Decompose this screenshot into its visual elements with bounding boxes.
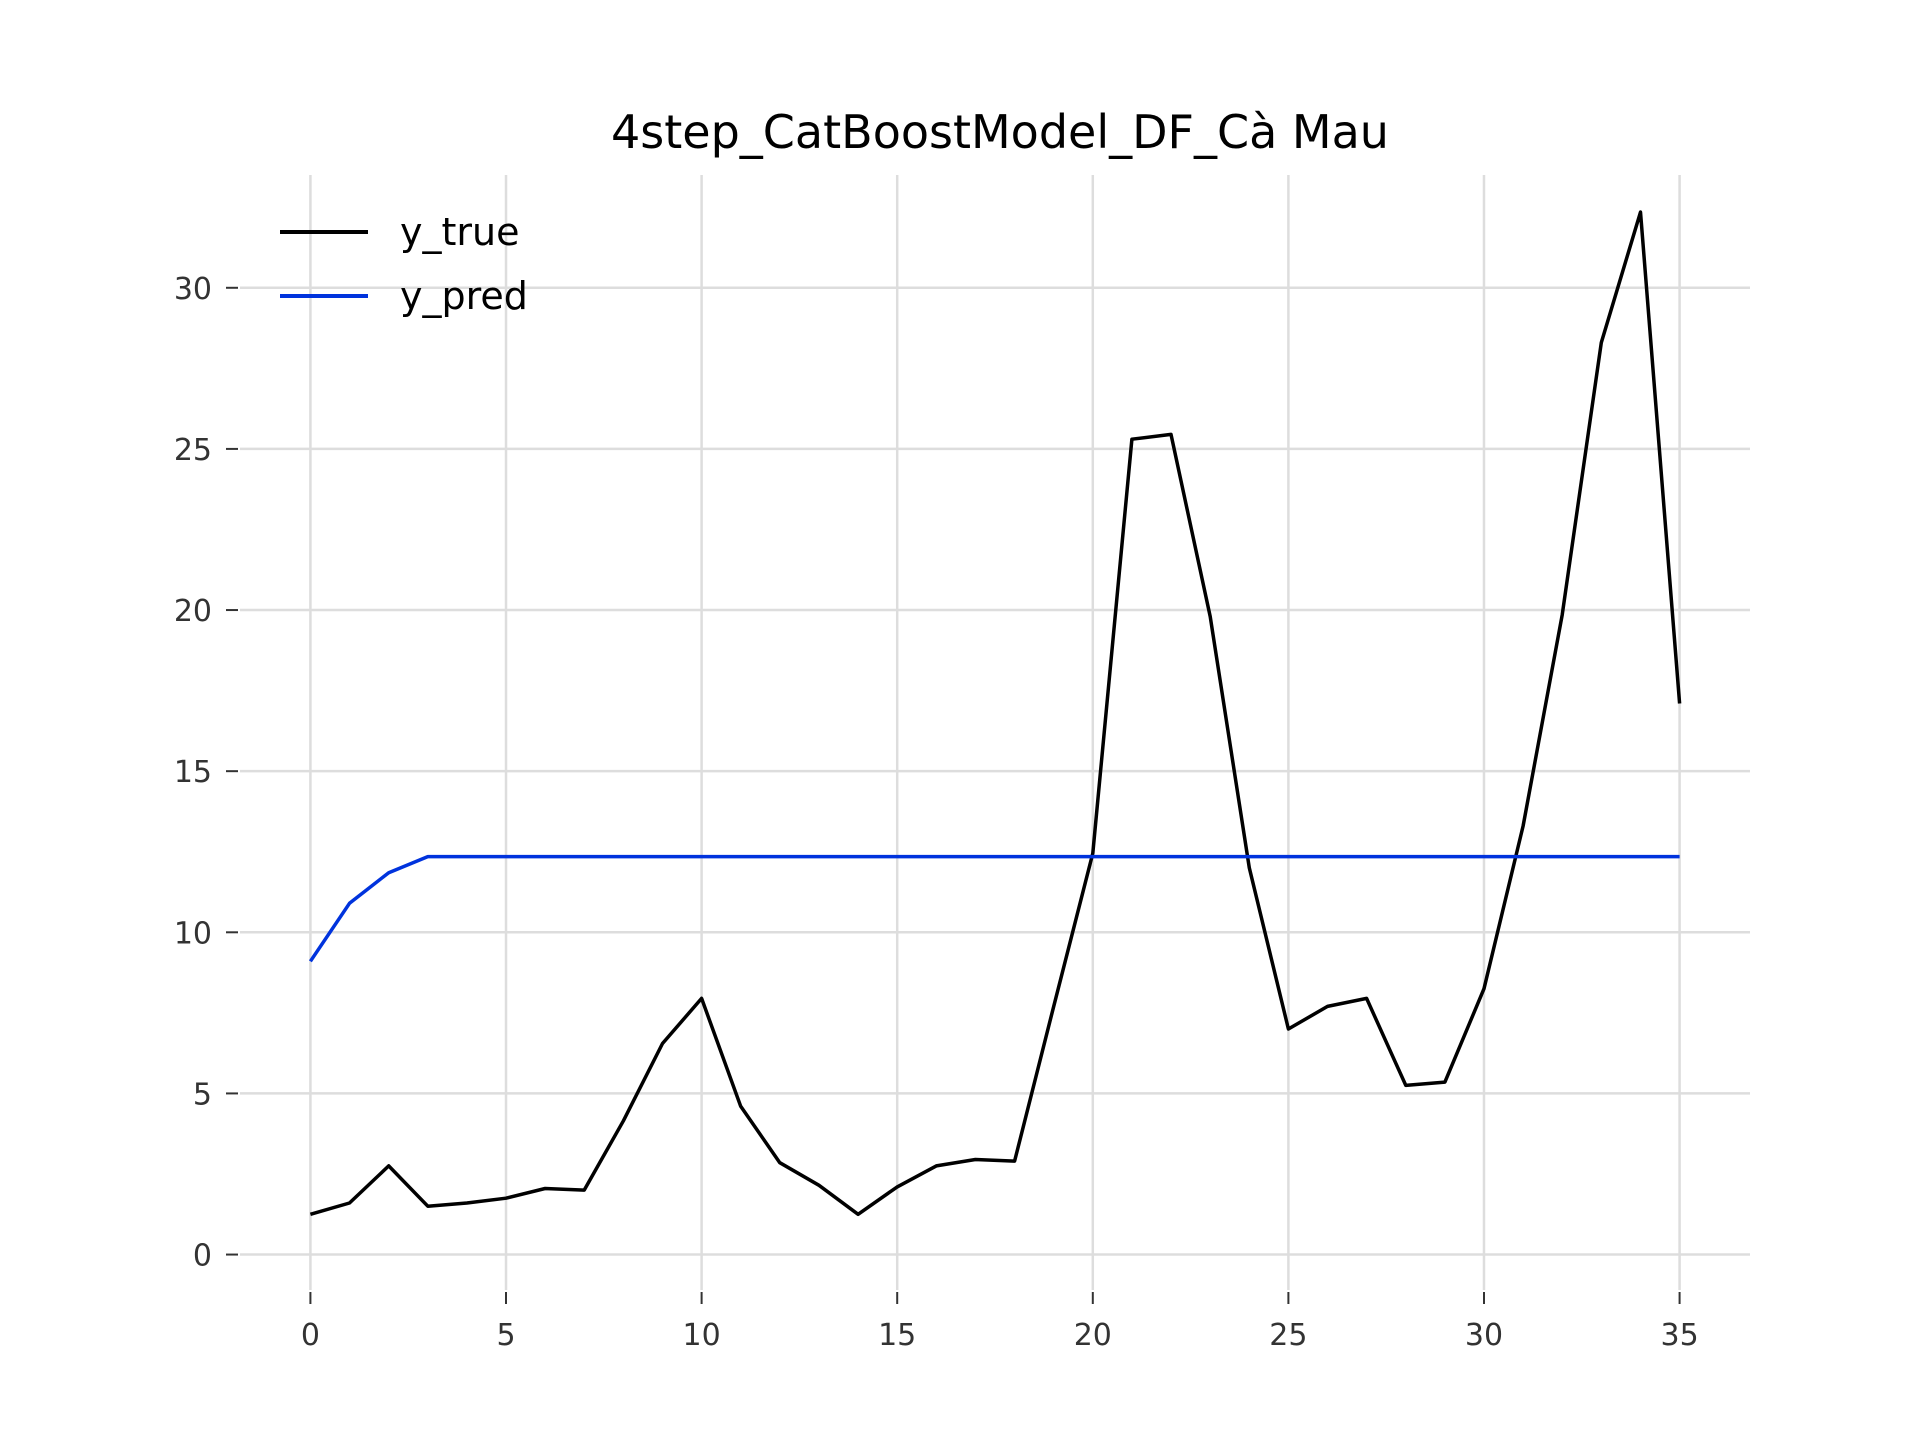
y-tick-label: 15 — [174, 755, 212, 790]
x-tick-label: 30 — [1465, 1318, 1503, 1353]
y-tick-label: 20 — [174, 594, 212, 629]
y-tick-label: 25 — [174, 433, 212, 468]
x-tick-label: 5 — [496, 1318, 515, 1353]
legend-label-y-true: y_true — [400, 210, 519, 254]
x-tick-label: 35 — [1660, 1318, 1698, 1353]
legend-label-y-pred: y_pred — [400, 274, 528, 318]
series-line-y-true — [309, 210, 1682, 1217]
x-tick-label: 25 — [1269, 1318, 1307, 1353]
x-tick-label: 10 — [683, 1318, 721, 1353]
y-axis-ticks: 0 5 10 15 20 25 30 — [174, 272, 238, 1274]
x-tick-label: 0 — [301, 1318, 320, 1353]
grid — [240, 175, 1750, 1290]
y-tick-label: 10 — [174, 916, 212, 951]
y-tick-label: 0 — [193, 1239, 212, 1274]
x-axis-ticks: 0 5 10 15 20 25 30 35 — [301, 1292, 1699, 1353]
legend: y_true y_pred — [280, 210, 528, 318]
x-tick-label: 15 — [878, 1318, 916, 1353]
y-tick-label: 30 — [174, 272, 212, 307]
series-lines — [308, 210, 1682, 1217]
x-tick-label: 20 — [1074, 1318, 1112, 1353]
chart-title: 4step_CatBoostModel_DF_Cà Mau — [611, 105, 1389, 159]
series-line-y-pred — [308, 854, 1680, 963]
y-tick-label: 5 — [193, 1077, 212, 1112]
